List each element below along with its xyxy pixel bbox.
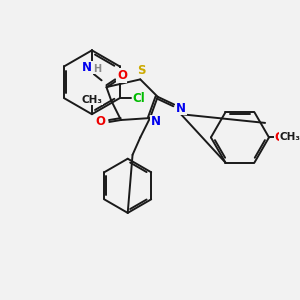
Text: O: O [117, 69, 127, 82]
Text: S: S [137, 64, 146, 77]
Text: CH₃: CH₃ [280, 132, 300, 142]
Text: H: H [93, 64, 101, 74]
Text: N: N [82, 61, 92, 74]
Text: O: O [96, 116, 106, 128]
Text: N: N [151, 116, 161, 128]
Text: CH₃: CH₃ [81, 95, 102, 105]
Text: O: O [274, 131, 285, 144]
Text: Cl: Cl [133, 92, 145, 105]
Text: N: N [176, 102, 186, 115]
